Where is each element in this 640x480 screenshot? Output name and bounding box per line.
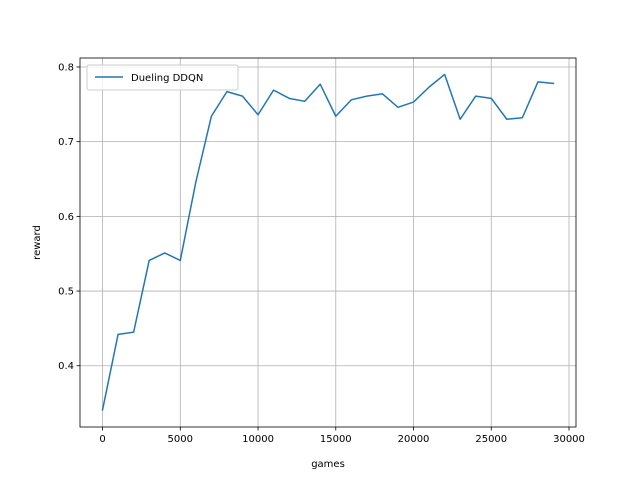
legend-box	[86, 64, 239, 91]
x-tick-label: 10000	[242, 434, 274, 445]
series-line-dueling-ddqn	[101, 73, 555, 411]
legend-label: Dueling DDQN	[131, 73, 203, 84]
x-tick-label: 20000	[398, 434, 430, 445]
x-tick-label: 30000	[553, 434, 585, 445]
ticks: 0 5000 10000 15000 20000 25000 30000 0.4 0.5 0.6 0…	[58, 62, 585, 445]
x-axis-label: games	[311, 459, 345, 470]
y-tick-label: 0.8	[58, 62, 74, 73]
y-tick-label: 0.4	[58, 361, 74, 372]
legend: Dueling DDQN	[86, 64, 239, 91]
x-tick-label: 15000	[320, 434, 352, 445]
x-tick-label: 5000	[168, 434, 193, 445]
y-tick-label: 0.5	[58, 287, 74, 298]
series-layer	[101, 73, 555, 411]
plot-frame	[79, 57, 577, 428]
y-tick-label: 0.7	[58, 137, 74, 148]
x-tick-label: 0	[99, 434, 105, 445]
grid	[80, 58, 576, 427]
x-tick-label: 25000	[475, 434, 507, 445]
y-tick-label: 0.6	[58, 212, 74, 223]
y-axis-label: reward	[32, 225, 43, 260]
